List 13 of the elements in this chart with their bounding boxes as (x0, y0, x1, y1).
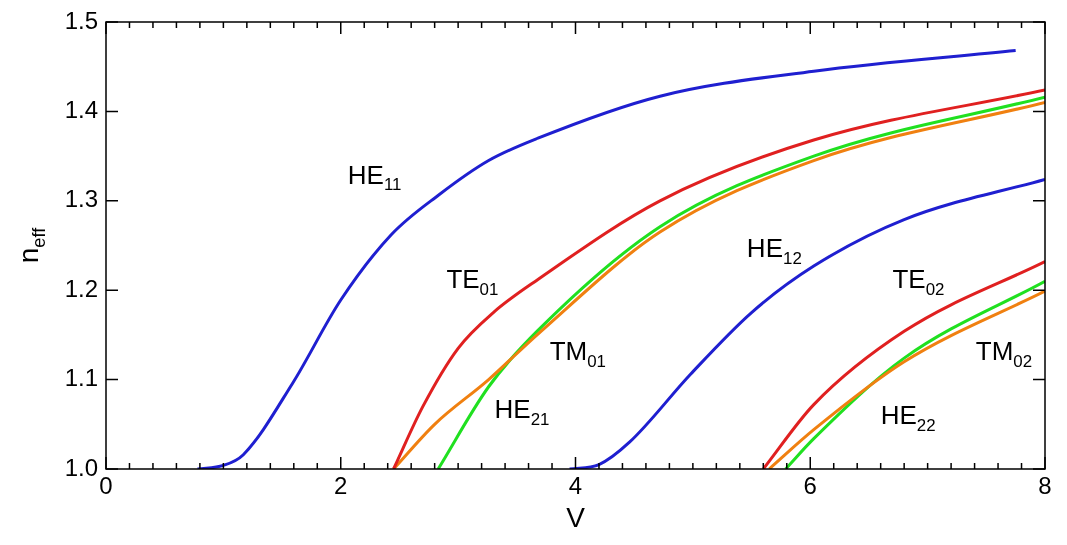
y-tick-label: 1.2 (64, 274, 98, 302)
x-tick-label: 8 (1038, 471, 1052, 499)
y-tick-label: 1.3 (64, 185, 98, 213)
y-tick-label: 1.5 (64, 6, 98, 34)
x-axis-title: V (566, 501, 586, 533)
y-tick-label: 1.4 (64, 96, 98, 124)
y-tick-label: 1.0 (64, 453, 98, 481)
x-tick-label: 4 (568, 471, 583, 499)
y-axis-title: neff (12, 226, 49, 264)
x-tick-label: 2 (334, 471, 348, 499)
y-tick-label: 1.1 (64, 364, 98, 392)
x-tick-label: 0 (99, 471, 113, 499)
x-tick-label: 6 (803, 471, 817, 499)
